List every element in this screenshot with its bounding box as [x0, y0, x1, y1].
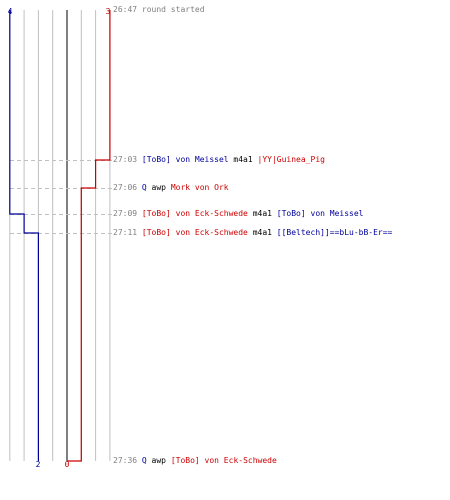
- red-team-line: [67, 10, 111, 462]
- event-text: [ToBo] von Eck-Schwede: [137, 209, 248, 218]
- event-text: m4a1: [228, 155, 258, 164]
- event-text: [ToBo] von Meissel: [137, 155, 229, 164]
- event-text: m4a1: [247, 209, 277, 218]
- event-time: 27:03: [113, 155, 138, 164]
- event-text: Q: [137, 456, 147, 465]
- event-time: 27:06: [113, 183, 138, 192]
- top-label-blue: 4: [8, 7, 13, 16]
- event-row: 27:09 [ToBo] von Eck-Schwede m4a1 [ToBo]…: [113, 209, 363, 219]
- chart-series: [9, 10, 111, 462]
- event-time: 26:47: [113, 5, 138, 14]
- top-label-red: 3: [106, 7, 111, 16]
- event-text: [ToBo] von Meissel: [276, 209, 364, 218]
- event-text: m4a1: [247, 228, 277, 237]
- event-text: [ToBo] von Eck-Schwede: [137, 228, 248, 237]
- event-text: [ToBo] von Eck-Schwede: [170, 456, 277, 465]
- event-row: 27:11 [ToBo] von Eck-Schwede m4a1 [[Belt…: [113, 228, 392, 238]
- event-time: 27:09: [113, 209, 138, 218]
- event-text: Mork von Ork: [170, 183, 229, 192]
- event-text: awp: [146, 183, 171, 192]
- event-row: 27:06 Q awp Mork von Ork: [113, 183, 229, 193]
- event-time: 27:11: [113, 228, 138, 237]
- event-text: round started: [137, 5, 205, 14]
- event-time: 27:36: [113, 456, 138, 465]
- blue-team-line: [9, 10, 40, 461]
- event-row: 27:36 Q awp [ToBo] von Eck-Schwede: [113, 456, 277, 466]
- bottom-label-red: 0: [65, 460, 70, 469]
- event-text: |YY|Guinea_Pig: [257, 155, 325, 164]
- event-row: 27:03 [ToBo] von Meissel m4a1 |YY|Guinea…: [113, 155, 325, 165]
- chart-axis-labels: 4 3 2 0: [8, 7, 111, 469]
- event-row: 26:47 round started: [113, 5, 205, 15]
- event-text: [[Beltech]]==bLu-bB-Er==: [276, 228, 393, 237]
- bottom-label-blue: 2: [36, 460, 41, 469]
- event-text: Q: [137, 183, 147, 192]
- event-text: awp: [146, 456, 171, 465]
